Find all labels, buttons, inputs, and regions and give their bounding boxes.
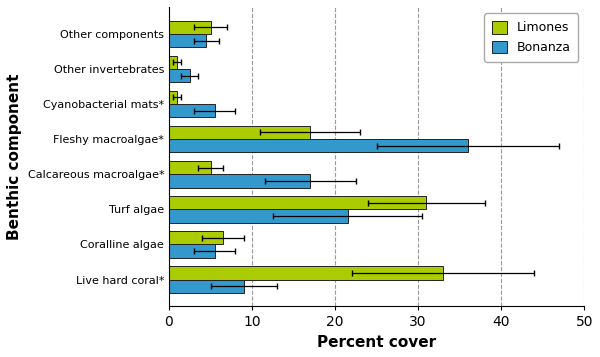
Bar — [169, 56, 177, 69]
Bar — [169, 280, 244, 293]
Bar — [169, 126, 310, 139]
Bar — [169, 245, 215, 258]
Bar — [169, 69, 190, 82]
Bar — [169, 231, 223, 245]
Bar — [169, 139, 468, 152]
Bar — [169, 34, 206, 47]
Bar — [169, 266, 443, 280]
Bar — [169, 104, 215, 117]
Bar — [169, 196, 427, 209]
Legend: Limones, Bonanza: Limones, Bonanza — [484, 13, 578, 62]
X-axis label: Percent cover: Percent cover — [317, 335, 436, 350]
Bar — [169, 161, 211, 174]
Bar — [169, 21, 211, 34]
Bar — [169, 174, 310, 187]
Bar — [169, 209, 347, 223]
Y-axis label: Benthic component: Benthic component — [7, 74, 22, 240]
Bar — [169, 91, 177, 104]
